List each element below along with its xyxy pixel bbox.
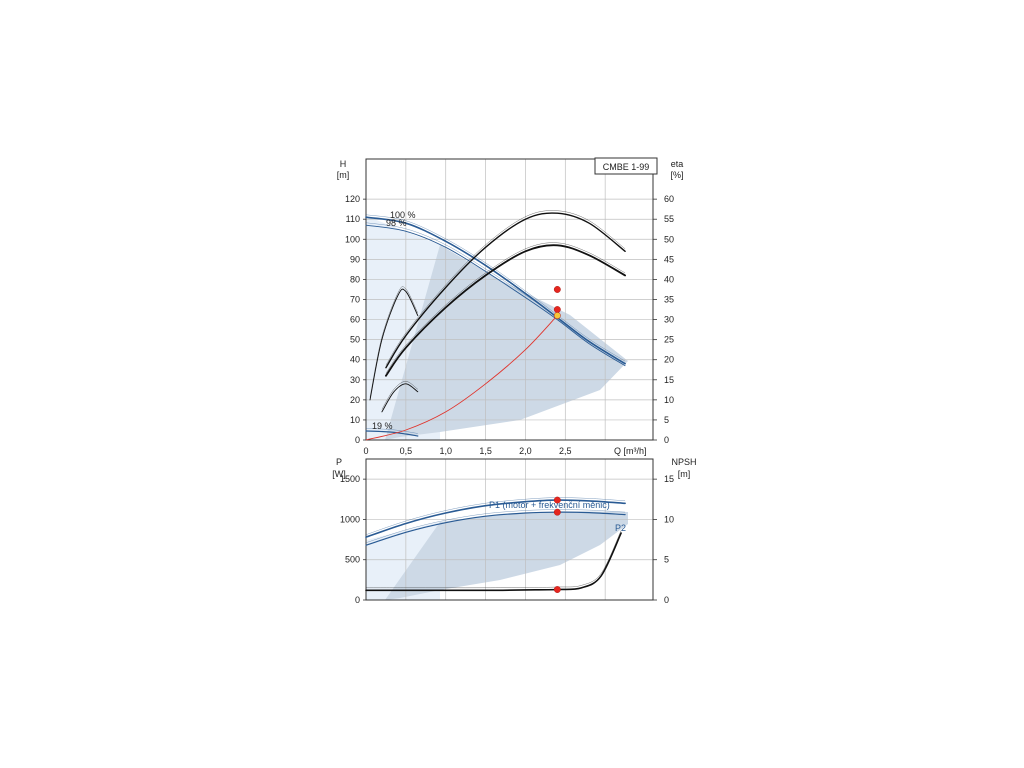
right-tick-label: 0: [664, 435, 669, 445]
power-curve-p2-outline: [365, 509, 626, 543]
series-label-p1: P1 (motor + frekvenční měnič): [489, 500, 610, 510]
top-left-axis-label: H: [340, 159, 347, 169]
efficiency-curve-a-outline: [385, 210, 626, 366]
npsh-curve: [365, 532, 622, 592]
right-tick-label: 25: [664, 335, 674, 345]
efficiency-curve-low-a-outline: [369, 286, 419, 398]
x-tick-label: 0: [363, 446, 368, 456]
efficiency-curve-a: [385, 212, 626, 369]
bottom-axes: 0 500 1000 1500 0 5 10 15: [340, 474, 674, 605]
right-tick-label: 15: [664, 474, 674, 484]
chart-title: CMBE 1-99: [603, 162, 650, 172]
bottom-plot: 0 500 1000 1500 0 5 10 15 P [W] NPSH [m] P1 (mo…: [332, 457, 696, 605]
head-curve-19-outline: [365, 428, 418, 434]
left-tick-label: 40: [350, 355, 360, 365]
bottom-right-axis-label: NPSH: [671, 457, 696, 467]
left-tick-label: 60: [350, 315, 360, 325]
x-tick-label: 0,5: [400, 446, 413, 456]
duty-point: [553, 586, 561, 593]
right-tick-label: 5: [664, 415, 669, 425]
left-tick-label: 1000: [340, 514, 360, 524]
left-tick-label: 50: [350, 335, 360, 345]
top-series: [365, 210, 626, 441]
efficiency-curve-low-a: [369, 288, 419, 401]
power-curve-p1-outline: [365, 497, 626, 535]
top-x-axis-label: Q [m³/h]: [614, 446, 647, 456]
bottom-right-axis-unit: [m]: [678, 469, 691, 479]
right-tick-label: 55: [664, 214, 674, 224]
x-tick-label: 2,5: [559, 446, 572, 456]
power-curve-p1: [365, 499, 626, 538]
duty-point: [553, 508, 561, 516]
top-right-axis-label: eta: [671, 159, 684, 169]
bottom-left-axis-unit: [W]: [332, 469, 346, 479]
right-tick-label: 10: [664, 395, 674, 405]
duty-point: [553, 286, 561, 293]
efficiency-curve-low-b-outline: [381, 381, 418, 410]
left-tick-label: 20: [350, 395, 360, 405]
right-tick-label: 10: [664, 514, 674, 524]
bottom-points: [553, 496, 561, 593]
x-tick-label: 1,5: [479, 446, 492, 456]
x-tick-label: 1,0: [439, 446, 452, 456]
top-plot: 0 10 20 30 40 50 60 70 80 90 100 110 120 0 5 10 15 20 25 30…: [337, 157, 684, 456]
curve-label-19: 19 %: [372, 421, 393, 431]
efficiency-curve-b: [385, 244, 626, 377]
top-axes: 0 10 20 30 40 50 60 70 80 90 100 110 120 0 5 10 15 20 25 30…: [345, 194, 674, 456]
efficiency-curve-low-b: [381, 383, 419, 413]
head-curve-19: [365, 430, 419, 437]
bottom-left-axis-label: P: [336, 457, 342, 467]
system-curve: [365, 315, 558, 441]
left-tick-label: 120: [345, 194, 360, 204]
right-tick-label: 20: [664, 355, 674, 365]
right-tick-label: 45: [664, 254, 674, 264]
efficiency-curve-b-outline: [385, 242, 626, 374]
right-tick-label: 40: [664, 274, 674, 284]
x-tick-label: 2,0: [519, 446, 532, 456]
duty-point: [553, 306, 561, 313]
duty-point: [553, 496, 561, 504]
right-tick-label: 35: [664, 295, 674, 305]
left-tick-label: 1500: [340, 474, 360, 484]
head-curve-98: [365, 224, 626, 367]
top-points: [553, 286, 561, 320]
left-tick-label: 0: [355, 595, 360, 605]
right-tick-label: 5: [664, 555, 669, 565]
right-tick-label: 15: [664, 375, 674, 385]
left-tick-label: 90: [350, 254, 360, 264]
left-tick-label: 80: [350, 274, 360, 284]
title-box: [594, 157, 658, 175]
head-curve-98-outline: [365, 222, 626, 364]
left-tick-label: 0: [355, 435, 360, 445]
top-left-axis-unit: [m]: [337, 170, 350, 180]
head-curve-100-outline: [365, 214, 626, 362]
duty-point: [553, 312, 561, 320]
right-tick-label: 60: [664, 194, 674, 204]
left-tick-label: 500: [345, 555, 360, 565]
left-tick-label: 100: [345, 234, 360, 244]
head-curve-100: [365, 216, 626, 365]
curve-label-98: 98 %: [386, 218, 407, 228]
bottom-plot-frame: [365, 458, 654, 601]
right-tick-label: 30: [664, 315, 674, 325]
bottom-series: [365, 497, 626, 592]
right-tick-label: 0: [664, 595, 669, 605]
left-tick-label: 110: [346, 214, 360, 224]
top-right-axis-unit: [%]: [670, 170, 683, 180]
curve-label-100: 100 %: [390, 210, 416, 220]
left-tick-label: 30: [350, 375, 360, 385]
left-tick-label: 70: [350, 295, 360, 305]
left-tick-label: 10: [350, 415, 360, 425]
right-tick-label: 50: [664, 234, 674, 244]
series-label-p2: P2: [615, 523, 626, 533]
npsh-curve-outline: [365, 530, 622, 589]
power-curve-p2: [365, 511, 626, 546]
